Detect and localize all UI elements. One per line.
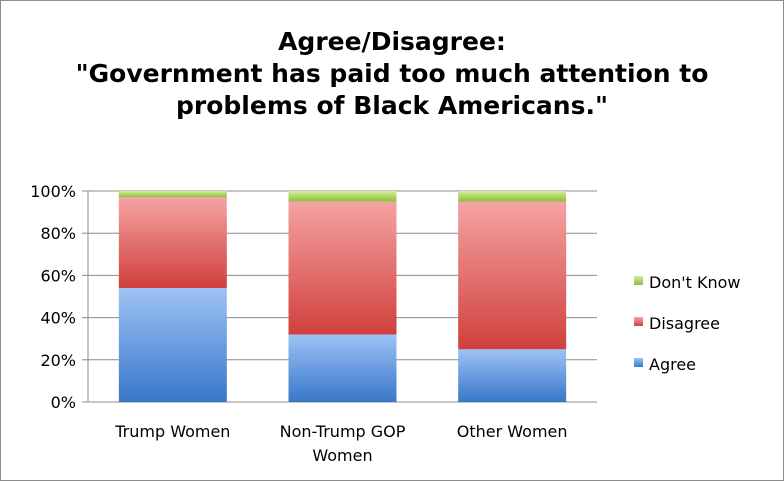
y-axis: 0% 20% 40% 60% 80% 100%	[30, 182, 89, 412]
legend-swatch	[634, 276, 643, 285]
bar-segment	[288, 191, 397, 202]
x-category-label: Women	[312, 446, 372, 465]
chart-title-line-1: Agree/Disagree:	[278, 27, 506, 56]
bar-segment	[288, 201, 397, 335]
bar-segment	[458, 349, 567, 402]
legend-swatch	[634, 358, 643, 367]
y-tick-label: 0%	[51, 393, 76, 412]
bar-segment	[458, 201, 567, 350]
legend-label: Agree	[649, 355, 696, 374]
chart-title-line-3: problems of Black Americans."	[176, 91, 608, 120]
legend-swatch	[634, 317, 643, 326]
legend: Don't Know Disagree Agree	[634, 273, 741, 374]
bar-segment	[118, 197, 227, 289]
y-tick-label: 60%	[40, 266, 76, 285]
x-axis: Trump Women Non-Trump GOP Women Other Women	[114, 422, 567, 465]
bar-segment	[118, 191, 227, 198]
y-tick-label: 40%	[40, 309, 76, 328]
bars	[118, 191, 567, 402]
bar-segment	[288, 334, 397, 402]
bar-segment	[458, 191, 567, 202]
x-category-label: Other Women	[457, 422, 568, 441]
legend-label: Disagree	[649, 314, 720, 333]
legend-label: Don't Know	[649, 273, 741, 292]
y-tick-label: 80%	[40, 224, 76, 243]
bar-segment	[118, 288, 227, 402]
x-category-label: Trump Women	[114, 422, 230, 441]
x-category-label: Non-Trump GOP	[280, 422, 406, 441]
chart-title: Agree/Disagree: "Government has paid too…	[0, 26, 784, 122]
y-tick-label: 100%	[30, 182, 76, 201]
y-tick-label: 20%	[40, 351, 76, 370]
chart-title-line-2: "Government has paid too much attention …	[75, 59, 709, 88]
